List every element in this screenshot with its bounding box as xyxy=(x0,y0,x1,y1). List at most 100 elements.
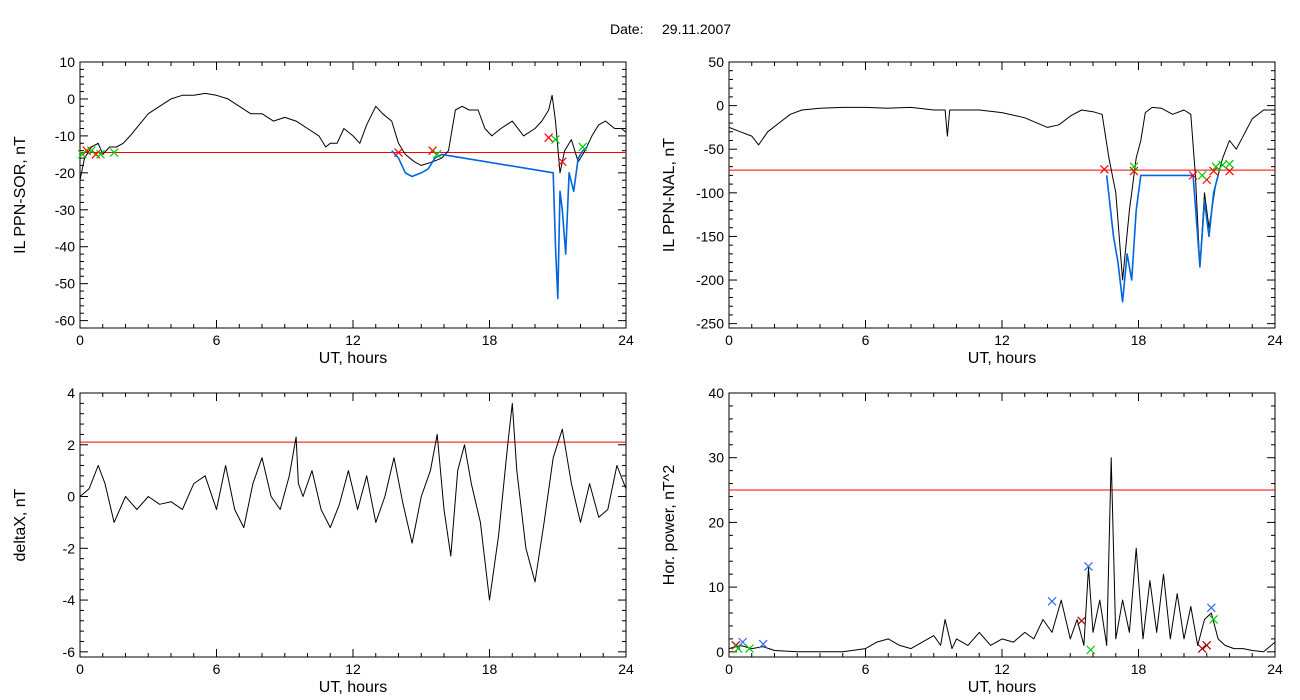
y-axis-label: deltaX, nT xyxy=(12,488,29,561)
plot-frame xyxy=(79,61,627,329)
y-tick-label: -20 xyxy=(55,165,75,181)
x-marker xyxy=(86,146,96,156)
x-marker xyxy=(557,157,567,167)
y-tick-label: -40 xyxy=(55,239,75,255)
x-marker xyxy=(758,639,768,649)
y-axis-label: IL PPN-SOR, nT xyxy=(12,136,29,254)
y-tick-label: -100 xyxy=(696,185,724,201)
x-marker xyxy=(1209,166,1218,176)
x-tick-label: 0 xyxy=(76,661,84,677)
x-marker xyxy=(544,133,554,143)
y-tick-label: 50 xyxy=(708,54,724,70)
x-tick-label: 18 xyxy=(482,332,498,348)
x-marker xyxy=(1197,644,1207,654)
y-tick-label: 0 xyxy=(716,98,724,114)
y-tick-label: -250 xyxy=(696,316,724,332)
x-marker xyxy=(1206,603,1216,613)
y-tick-label: 30 xyxy=(708,450,724,466)
x-tick-label: 0 xyxy=(725,332,733,348)
y-tick-label: 0 xyxy=(67,91,75,107)
x-tick-label: 12 xyxy=(994,661,1010,677)
chart-bottom-left: 0 6 12 18 24 4 2 0 -2 -4 -6 UT, hours deltaX, nT xyxy=(12,385,634,696)
x-marker xyxy=(578,142,588,152)
y-tick-label: -30 xyxy=(55,202,75,218)
x-marker xyxy=(1086,645,1096,655)
y-tick-label: -150 xyxy=(696,228,724,244)
x-tick-label: 24 xyxy=(1267,661,1283,677)
y-tick-label: 0 xyxy=(67,489,75,505)
x-marker xyxy=(1211,162,1221,172)
x-marker xyxy=(1084,561,1093,571)
x-tick-label: 6 xyxy=(213,661,221,677)
x-tick-label: 6 xyxy=(862,661,870,677)
y-axis-label: Hor. power, nT^2 xyxy=(661,465,678,586)
date-value: 29.11.2007 xyxy=(662,21,731,37)
x-marker xyxy=(1047,596,1057,606)
x-tick-label: 12 xyxy=(345,661,361,677)
x-tick-label: 0 xyxy=(76,332,84,348)
x-tick-label: 12 xyxy=(994,332,1010,348)
x-tick-label: 24 xyxy=(1267,332,1283,348)
x-marker xyxy=(428,146,438,156)
x-tick-label: 12 xyxy=(345,332,361,348)
chart-top-left: 0 6 12 18 24 10 0 -10 -20 -30 -40 -50 -60 UT, hours IL… xyxy=(12,54,634,367)
y-tick-label: -4 xyxy=(63,592,76,608)
y-tick-label: 2 xyxy=(67,437,75,453)
x-axis-label: UT, hours xyxy=(319,679,387,696)
x-marker xyxy=(1129,166,1139,176)
x-marker xyxy=(109,148,119,157)
y-tick-label: -50 xyxy=(704,141,724,157)
x-axis-label: UT, hours xyxy=(319,350,387,367)
y-tick-label: 0 xyxy=(716,644,724,660)
x-marker xyxy=(1188,170,1198,180)
x-tick-label: 18 xyxy=(1131,332,1147,348)
series-line xyxy=(79,92,627,181)
y-tick-label: -60 xyxy=(55,313,75,329)
x-marker xyxy=(77,149,87,159)
series-line xyxy=(728,457,1276,653)
y-tick-label: -50 xyxy=(55,276,75,292)
x-tick-label: 24 xyxy=(618,661,634,677)
x-marker xyxy=(96,149,105,159)
y-tick-label: -200 xyxy=(696,272,724,288)
x-marker xyxy=(1197,170,1207,180)
x-marker xyxy=(1225,159,1234,169)
y-tick-label: 20 xyxy=(708,514,724,530)
y-tick-label: 10 xyxy=(59,54,75,70)
x-marker xyxy=(1209,615,1218,624)
x-tick-label: 6 xyxy=(862,332,870,348)
x-axis-label: UT, hours xyxy=(968,350,1036,367)
x-marker xyxy=(394,148,403,157)
x-marker xyxy=(1099,164,1109,174)
x-tick-label: 24 xyxy=(618,332,634,348)
y-tick-label: -2 xyxy=(63,540,76,556)
series-line xyxy=(391,146,588,300)
y-axis-label: IL PPN-NAL, nT xyxy=(661,138,678,252)
chart-bottom-right: 0 6 12 18 24 40 30 20 10 0 UT, hours Hor. power, nT… xyxy=(661,385,1283,696)
x-tick-label: 18 xyxy=(482,661,498,677)
y-tick-label: 40 xyxy=(708,385,724,401)
x-marker xyxy=(432,149,442,159)
series-line xyxy=(79,402,627,601)
chart-top-right: 0 6 12 18 24 50 0 -50 -100 -150 -200 -250 UT, hours I… xyxy=(661,54,1283,367)
date-label: Date: xyxy=(610,21,643,37)
x-marker xyxy=(1077,616,1087,626)
x-tick-label: 6 xyxy=(213,332,221,348)
x-marker xyxy=(551,135,560,145)
y-tick-label: 4 xyxy=(67,385,75,401)
x-axis-label: UT, hours xyxy=(968,679,1036,696)
y-tick-label: -6 xyxy=(63,644,76,660)
x-marker xyxy=(1202,640,1212,650)
plot-frame xyxy=(728,61,1276,329)
y-tick-label: 10 xyxy=(708,579,724,595)
x-marker xyxy=(733,644,743,654)
x-marker xyxy=(91,149,101,159)
x-marker xyxy=(1129,162,1139,172)
x-tick-label: 0 xyxy=(725,661,733,677)
x-tick-label: 18 xyxy=(1131,661,1147,677)
series-line xyxy=(1105,174,1219,303)
x-marker xyxy=(745,644,754,654)
series-line xyxy=(728,106,1275,281)
y-tick-label: -10 xyxy=(55,128,75,144)
